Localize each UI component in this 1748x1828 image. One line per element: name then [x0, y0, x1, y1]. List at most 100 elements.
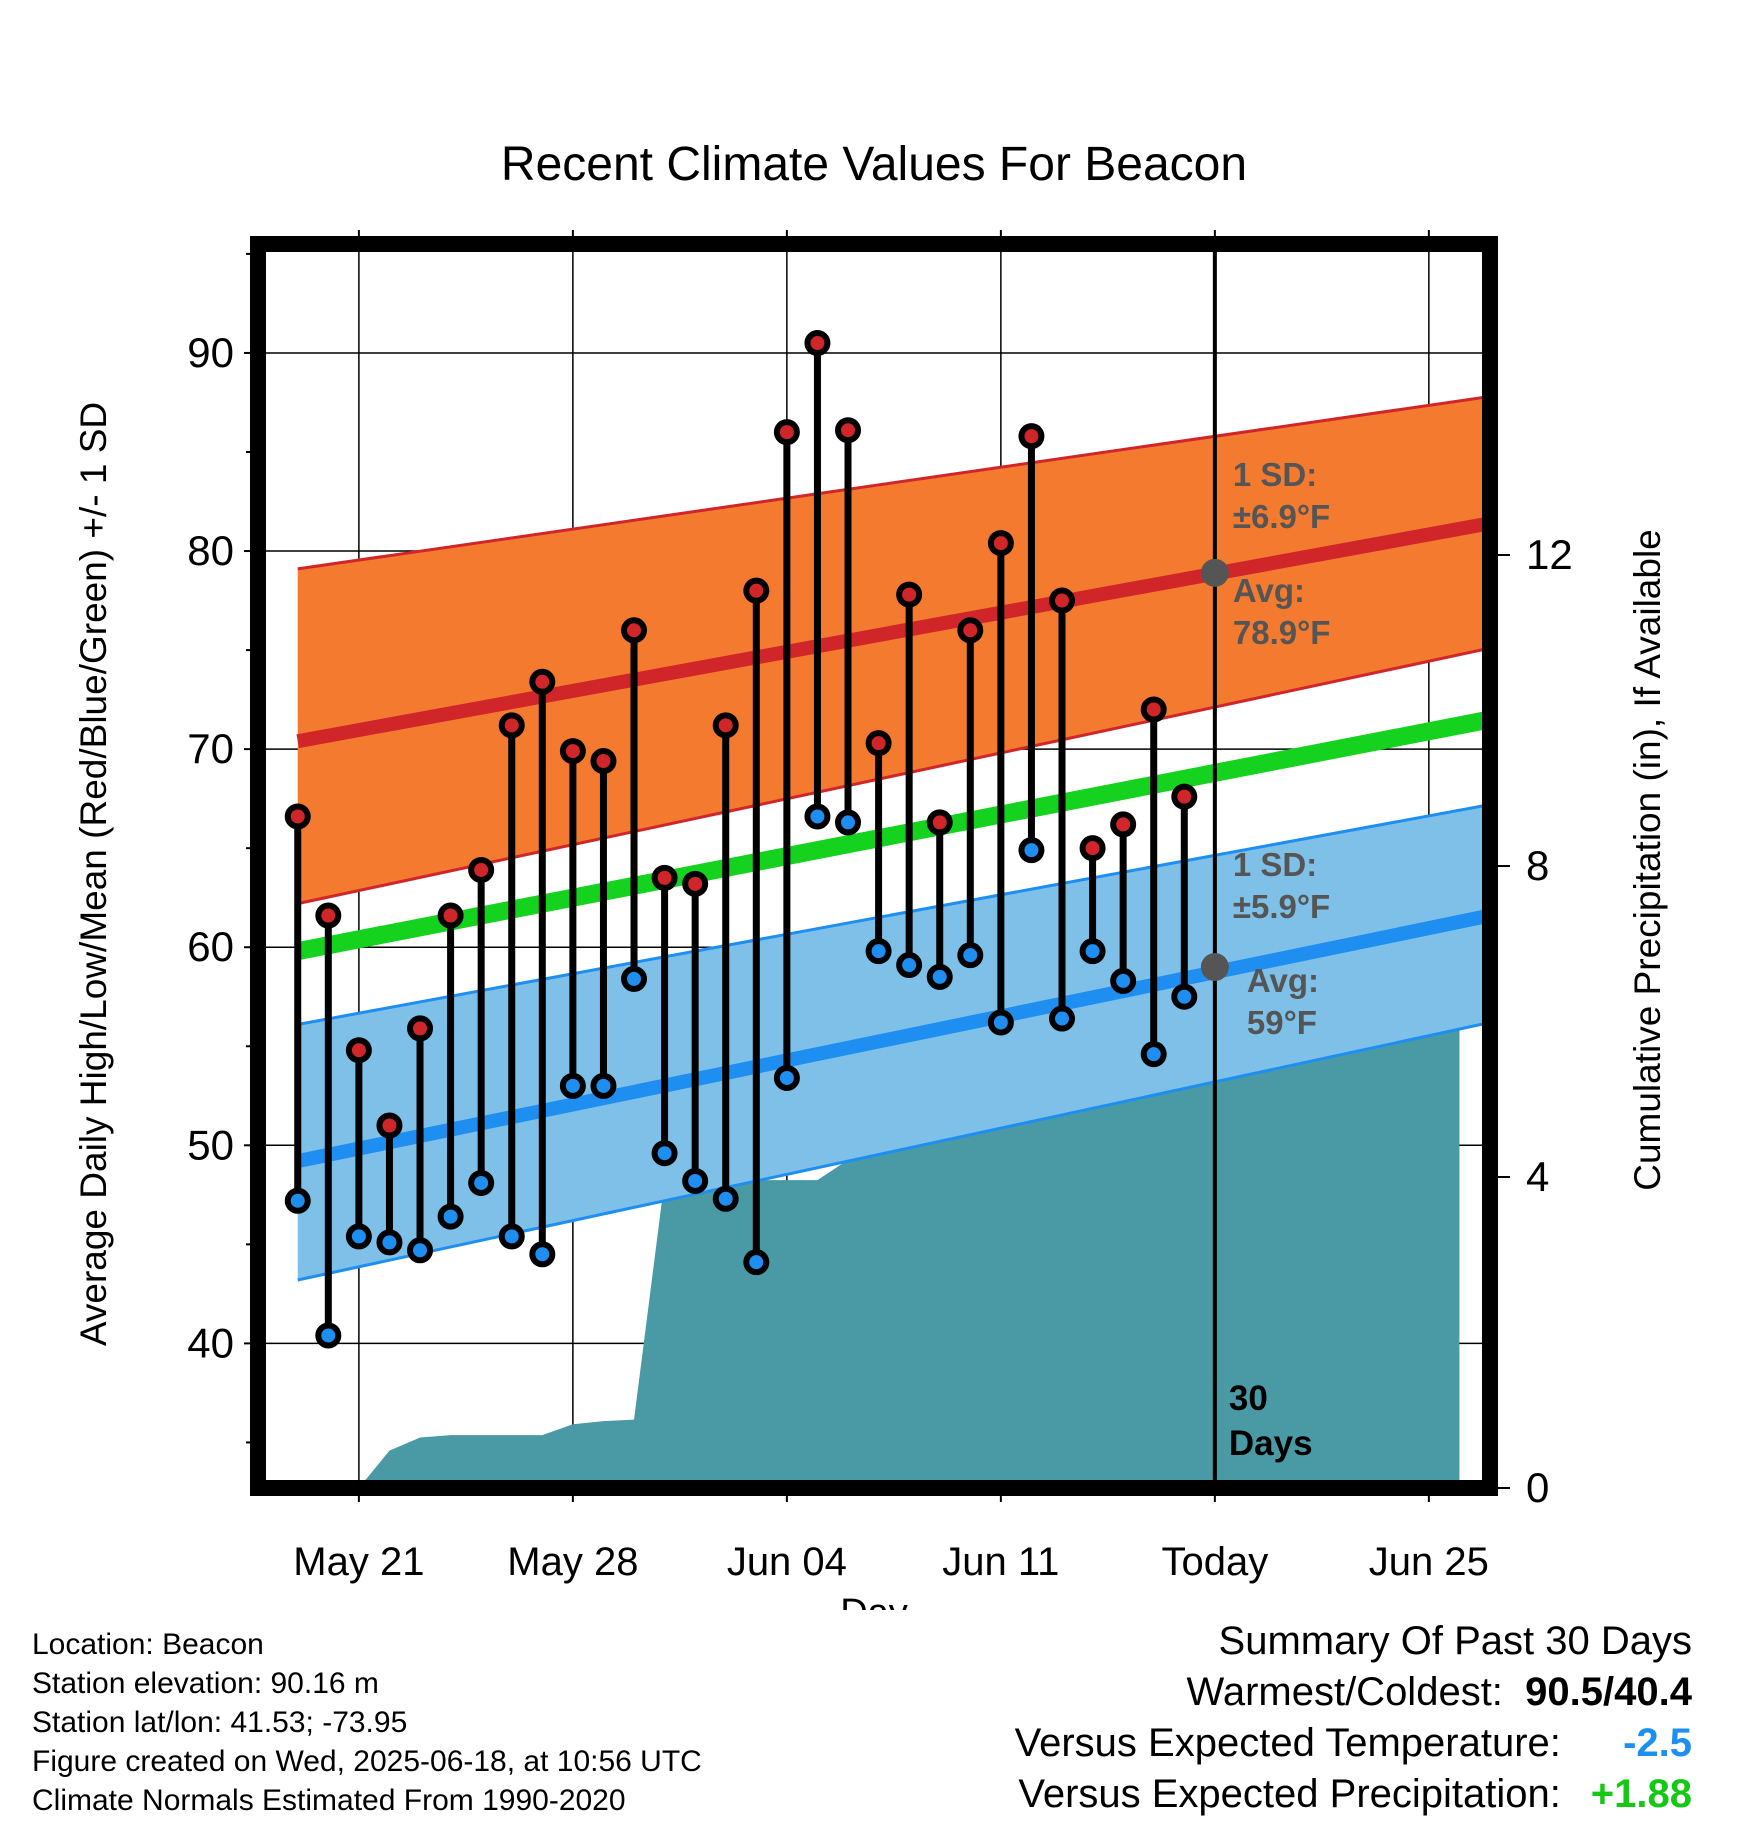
high-temp-point [896, 581, 923, 608]
low-temp-point [896, 952, 923, 979]
low-temp-point [621, 965, 648, 992]
low-temp-point [284, 1187, 311, 1214]
low-temp-point [407, 1237, 434, 1264]
high-temp-point [621, 617, 648, 644]
high-temp-point [743, 577, 770, 604]
low-sd-band-upper-edge [297, 803, 1490, 1026]
low-temp-point [590, 1072, 617, 1099]
info-created: Figure created on Wed, 2025-06-18, at 10… [32, 1745, 702, 1778]
high-temp-point [1079, 835, 1106, 862]
station-info: Location: Beacon Station elevation: 90.1… [32, 1625, 702, 1820]
high-temp-point [926, 809, 953, 836]
high-temp-point [437, 902, 464, 929]
high-temp-point [498, 712, 525, 739]
high-sd-band [297, 396, 1490, 904]
high-temp-point [345, 1037, 372, 1064]
high-temp-point [1018, 423, 1045, 450]
y2-tick-label: 8 [1526, 842, 1549, 889]
high-temp-point [376, 1112, 403, 1139]
info-latlon: Station lat/lon: 41.53; -73.95 [32, 1706, 408, 1739]
high-avg-label: Avg: [1233, 572, 1305, 609]
x-tick-label: Jun 04 [727, 1540, 847, 1584]
low-normal-line [296, 908, 1490, 1169]
high-temp-point [835, 417, 862, 444]
y2-tick-label: 4 [1526, 1153, 1549, 1200]
x-tick-label: Jun 25 [1369, 1540, 1489, 1584]
x-tick-label: May 28 [507, 1540, 638, 1584]
low-temp-point [957, 942, 984, 969]
y-tick-label: 50 [187, 1121, 234, 1168]
high-temp-point [712, 712, 739, 739]
high-temp-point [1110, 811, 1137, 838]
low-temp-point [682, 1167, 709, 1194]
high-normal-line [296, 516, 1490, 749]
warm-cold-slash: / [1603, 1670, 1615, 1714]
y-tick-label: 80 [187, 527, 234, 574]
low-temp-point [865, 938, 892, 965]
warm-cold-values: 90.5/40.4 [1525, 1667, 1692, 1718]
x-tick-label: Today [1161, 1540, 1268, 1584]
high-temp-point [559, 738, 586, 765]
summary-warm-cold: Warmest/Coldest: 90.5/40.4 [1015, 1667, 1692, 1718]
summary-title: Summary Of Past 30 Days [1218, 1619, 1692, 1663]
plot-area: 1 SD: ±6.9°F Avg: 78.9°F 1 SD: ±5.9°F Avg: 59°F… [258, 244, 1490, 1488]
temp-label: Versus Expected Temperature: [1014, 1721, 1561, 1765]
high-temp-point [1140, 696, 1167, 723]
climate-chart: Recent Climate Values For Beacon 1 SD: ±6… [73, 138, 1668, 1610]
info-elevation: Station elevation: 90.16 m [32, 1667, 379, 1700]
low-temp-point [1079, 938, 1106, 965]
precip-anomaly-value: +1.88 [1590, 1772, 1692, 1816]
low-temp-point [1171, 983, 1198, 1010]
low-temp-point [773, 1064, 800, 1091]
high-temp-point [773, 419, 800, 446]
high-sd-value: ±6.9°F [1233, 498, 1330, 535]
low-temp-point [743, 1249, 770, 1276]
mean-normal-line [296, 710, 1490, 961]
y-tick-label: 90 [187, 329, 234, 376]
high-avg-value: 78.9°F [1233, 614, 1331, 651]
high-sd-band-lower-edge [297, 646, 1490, 906]
warm-cold-label: Warmest/Coldest: [1186, 1670, 1503, 1714]
high-temp-point [865, 730, 892, 757]
chart-title: Recent Climate Values For Beacon [501, 138, 1247, 191]
low-sd-value: ±5.9°F [1233, 888, 1330, 925]
low-temp-point [345, 1223, 372, 1250]
warmest-value: 90.5 [1525, 1670, 1604, 1714]
today-high-avg-marker [1200, 558, 1229, 587]
low-temp-point [376, 1229, 403, 1256]
plot-content: 1 SD: ±6.9°F Avg: 78.9°F 1 SD: ±5.9°F Avg: 59°F… [258, 244, 1490, 1488]
low-temp-point [651, 1140, 678, 1167]
period-number: 30 [1229, 1379, 1268, 1418]
low-temp-point [926, 963, 953, 990]
high-temp-point [957, 617, 984, 644]
low-temp-point [529, 1241, 556, 1268]
low-temp-point [1049, 1005, 1076, 1032]
low-temp-point [437, 1203, 464, 1230]
low-avg-label: Avg: [1247, 962, 1319, 999]
y2-tick-label: 0 [1526, 1464, 1549, 1511]
low-temp-point [804, 803, 831, 830]
precip-label: Versus Expected Precipitation: [1018, 1772, 1561, 1816]
high-temp-point [590, 748, 617, 775]
high-sd-band-upper-edge [297, 395, 1490, 571]
x-axis-label: Day [840, 1592, 908, 1610]
period-unit: Days [1229, 1424, 1313, 1463]
high-temp-point [804, 330, 831, 357]
high-temp-point [529, 668, 556, 695]
low-temp-point [987, 1009, 1014, 1036]
summary-temp: Versus Expected Temperature: -2.5 [1015, 1718, 1692, 1769]
y-tick-label: 40 [187, 1319, 234, 1366]
x-tick-label: Jun 11 [942, 1540, 1059, 1584]
low-temp-point [1018, 837, 1045, 864]
precipitation-area [358, 1024, 1460, 1488]
today-low-avg-marker [1200, 953, 1229, 982]
high-temp-point [468, 856, 495, 883]
low-avg-value: 59°F [1247, 1004, 1317, 1041]
temp-anomaly-value: -2.5 [1623, 1721, 1692, 1765]
high-temp-point [1171, 783, 1198, 810]
y-tick-label: 60 [187, 923, 234, 970]
high-temp-point [407, 1015, 434, 1042]
axes: 40 50 60 70 80 90 0 4 8 12 May 21 May 28 Jun 04 Jun 1… [187, 230, 1573, 1584]
high-temp-point [987, 530, 1014, 557]
low-temp-point [468, 1169, 495, 1196]
